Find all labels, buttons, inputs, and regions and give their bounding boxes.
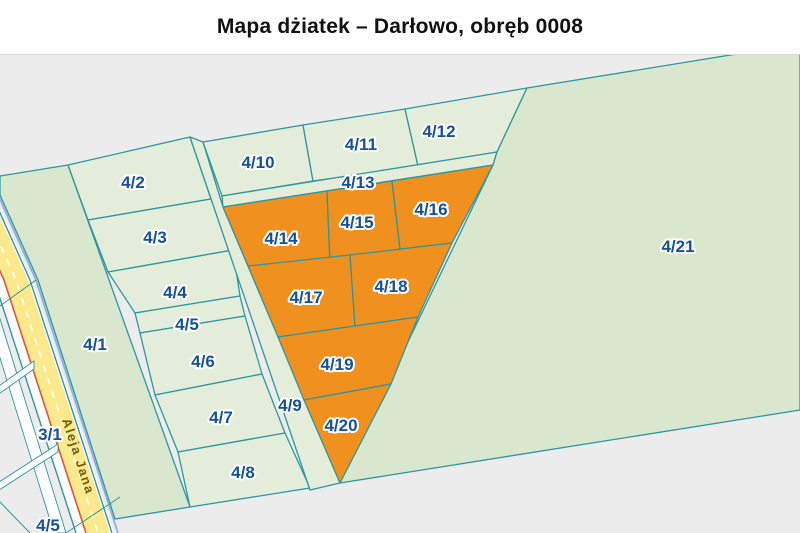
parcel-label-4-11: 4/11 [345, 135, 377, 154]
map-canvas[interactable]: 4/1 4/2 4/3 4/4 4/5 4/6 4/7 4/8 4/9 4/10 4/11 4/12 4… [0, 55, 800, 533]
parcel-label-4-18: 4/18 [374, 277, 407, 296]
parcel-label-4-2: 4/2 [121, 173, 145, 192]
boundary-line [65, 496, 121, 533]
parcel-label-4-13: 4/13 [341, 173, 374, 192]
parcel-label-4-14: 4/14 [264, 229, 298, 248]
boundary-line [0, 279, 37, 307]
page-title: Mapa dżiatek – Darłowo, obręb 0008 [216, 15, 584, 38]
boundary-line [0, 501, 31, 533]
road-red-line [0, 269, 87, 533]
road-aleja-jana [0, 217, 110, 533]
map-header: Mapa dżiatek – Darłowo, obręb 0008 [0, 0, 800, 55]
street [0, 360, 35, 394]
parcel-label-4-4: 4/4 [163, 283, 187, 302]
parcel-label-4-10: 4/10 [241, 153, 274, 172]
parcel-label-4-5: 4/5 [175, 315, 199, 334]
parcel-label-4-8: 4/8 [231, 463, 255, 482]
map-container: 4/1 4/2 4/3 4/4 4/5 4/6 4/7 4/8 4/9 4/10 4/11 4/12 4… [0, 55, 800, 533]
parcel-label-3-1: 3/1 [38, 425, 62, 444]
parcel-region-4-21[interactable] [339, 55, 800, 484]
parcel-label-4-20: 4/20 [324, 416, 357, 435]
parcel-label-4-9: 4/9 [278, 396, 302, 415]
parcel-label-4-3: 4/3 [143, 228, 167, 247]
road-edge-line [0, 296, 77, 533]
street [0, 443, 59, 490]
parcel-label-4-1: 4/1 [83, 335, 107, 354]
parcel-label-4-16: 4/16 [414, 200, 447, 219]
parcel-label-4-19: 4/19 [320, 355, 353, 374]
parcel-label-4-17: 4/17 [289, 288, 322, 307]
parcel-label-4-15: 4/15 [340, 213, 373, 232]
street [0, 317, 67, 533]
parcel-label-4-12: 4/12 [422, 122, 455, 141]
parcel-label-4-21: 4/21 [661, 237, 694, 256]
parcel-label-4-6: 4/6 [191, 352, 215, 371]
parcel-label-4-7: 4/7 [209, 408, 233, 427]
road-center-line [0, 242, 99, 533]
road-edge-line [0, 211, 113, 533]
parcel-region-4-20[interactable] [303, 383, 392, 484]
parcel-label-4-5: 4/5 [36, 516, 60, 533]
